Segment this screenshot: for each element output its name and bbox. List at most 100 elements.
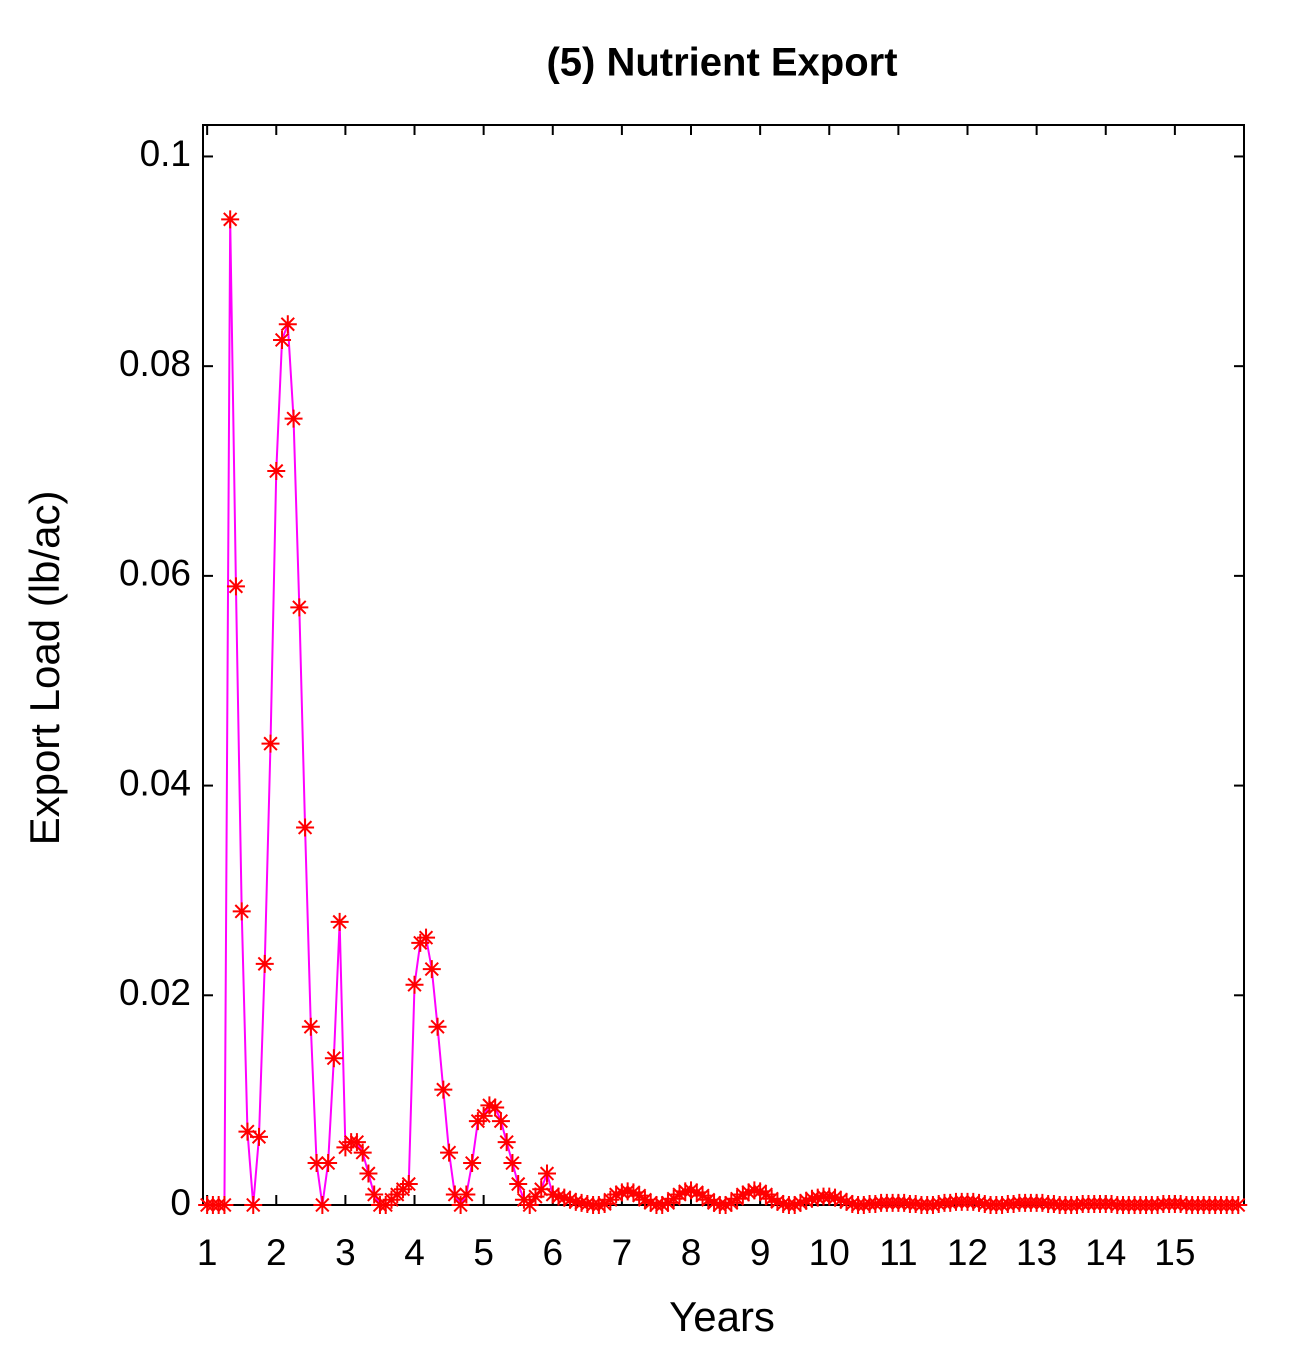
- data-marker: [843, 1194, 862, 1213]
- data-marker: [941, 1193, 960, 1212]
- data-marker: [670, 1185, 689, 1204]
- data-marker: [405, 975, 424, 994]
- data-marker: [290, 598, 309, 617]
- data-marker: [676, 1182, 695, 1201]
- data-marker: [330, 912, 349, 931]
- data-marker: [543, 1185, 562, 1204]
- data-marker: [1033, 1193, 1052, 1212]
- data-marker: [532, 1180, 551, 1199]
- data-marker: [756, 1185, 775, 1204]
- data-marker: [347, 1133, 366, 1152]
- data-marker: [301, 1017, 320, 1036]
- data-marker: [635, 1190, 654, 1209]
- data-marker: [284, 409, 303, 428]
- data-marker: [808, 1188, 827, 1207]
- data-marker: [618, 1182, 637, 1201]
- data-marker: [434, 1080, 453, 1099]
- y-tick-label: 0.04: [119, 762, 191, 803]
- data-marker: [797, 1191, 816, 1210]
- data-marker: [1102, 1194, 1121, 1213]
- x-tick-label: 4: [404, 1232, 425, 1273]
- data-marker: [722, 1193, 741, 1212]
- data-marker: [296, 818, 315, 837]
- data-marker: [566, 1192, 585, 1211]
- data-marker: [520, 1196, 539, 1214]
- data-marker: [399, 1175, 418, 1194]
- data-marker: [474, 1106, 493, 1125]
- data-marker: [238, 1122, 257, 1141]
- data-marker: [549, 1187, 568, 1206]
- data-marker: [417, 928, 436, 947]
- data-marker: [774, 1194, 793, 1213]
- y-tick-label: 0.08: [119, 343, 191, 384]
- x-tick-label: 13: [1016, 1232, 1057, 1273]
- data-marker: [993, 1196, 1012, 1214]
- data-marker: [307, 1154, 326, 1173]
- data-marker: [353, 1143, 372, 1162]
- data-line: [207, 219, 1239, 1208]
- data-marker: [716, 1196, 735, 1214]
- data-marker: [906, 1194, 925, 1213]
- data-marker: [612, 1183, 631, 1202]
- data-marker: [578, 1194, 597, 1213]
- plot-frame: [202, 124, 1245, 1206]
- x-tick-label: 7: [612, 1232, 633, 1273]
- data-marker: [486, 1098, 505, 1117]
- data-marker: [267, 462, 286, 481]
- data-marker: [221, 210, 240, 229]
- x-tick-label: 8: [681, 1232, 702, 1273]
- data-marker: [664, 1189, 683, 1208]
- data-marker: [215, 1196, 234, 1214]
- data-marker: [232, 902, 251, 921]
- data-marker: [538, 1164, 557, 1183]
- data-marker: [589, 1196, 608, 1214]
- data-marker: [422, 960, 441, 979]
- data-marker: [440, 1143, 459, 1162]
- data-marker: [226, 577, 245, 596]
- data-marker: [428, 1017, 447, 1036]
- data-marker: [445, 1185, 464, 1204]
- data-marker: [451, 1196, 470, 1214]
- data-marker: [624, 1183, 643, 1202]
- data-marker: [975, 1194, 994, 1213]
- y-tick-label: 0.1: [140, 133, 191, 174]
- data-marker: [1229, 1196, 1248, 1214]
- data-marker: [964, 1192, 983, 1211]
- data-marker: [820, 1187, 839, 1206]
- x-tick-label: 9: [750, 1232, 771, 1273]
- data-marker: [261, 734, 280, 753]
- data-marker: [705, 1193, 724, 1212]
- data-marker: [526, 1187, 545, 1206]
- data-marker: [480, 1096, 499, 1115]
- data-marker: [802, 1189, 821, 1208]
- data-marker: [699, 1190, 718, 1209]
- data-marker: [1067, 1196, 1086, 1214]
- y-axis-label: Export Load (lb/ac): [21, 491, 68, 846]
- data-marker: [491, 1112, 510, 1131]
- data-marker: [1148, 1196, 1167, 1214]
- data-marker: [1004, 1194, 1023, 1213]
- data-marker: [359, 1164, 378, 1183]
- data-marker: [278, 315, 297, 334]
- data-marker: [1171, 1194, 1190, 1213]
- x-tick-label: 5: [473, 1232, 494, 1273]
- data-marker: [762, 1189, 781, 1208]
- data-marker: [607, 1185, 626, 1204]
- data-marker: [273, 330, 292, 349]
- data-marker: [313, 1196, 332, 1214]
- data-marker: [970, 1193, 989, 1212]
- x-tick-label: 14: [1085, 1232, 1126, 1273]
- data-marker: [244, 1196, 263, 1214]
- data-marker: [791, 1193, 810, 1212]
- x-tick-label: 2: [266, 1232, 287, 1273]
- data-marker: [365, 1185, 384, 1204]
- data-marker: [497, 1133, 516, 1152]
- data-marker: [658, 1193, 677, 1212]
- data-marker: [1044, 1194, 1063, 1213]
- data-marker: [572, 1193, 591, 1212]
- data-marker: [561, 1190, 580, 1209]
- x-tick-label: 6: [542, 1232, 563, 1273]
- y-tick-label: 0: [170, 1182, 191, 1223]
